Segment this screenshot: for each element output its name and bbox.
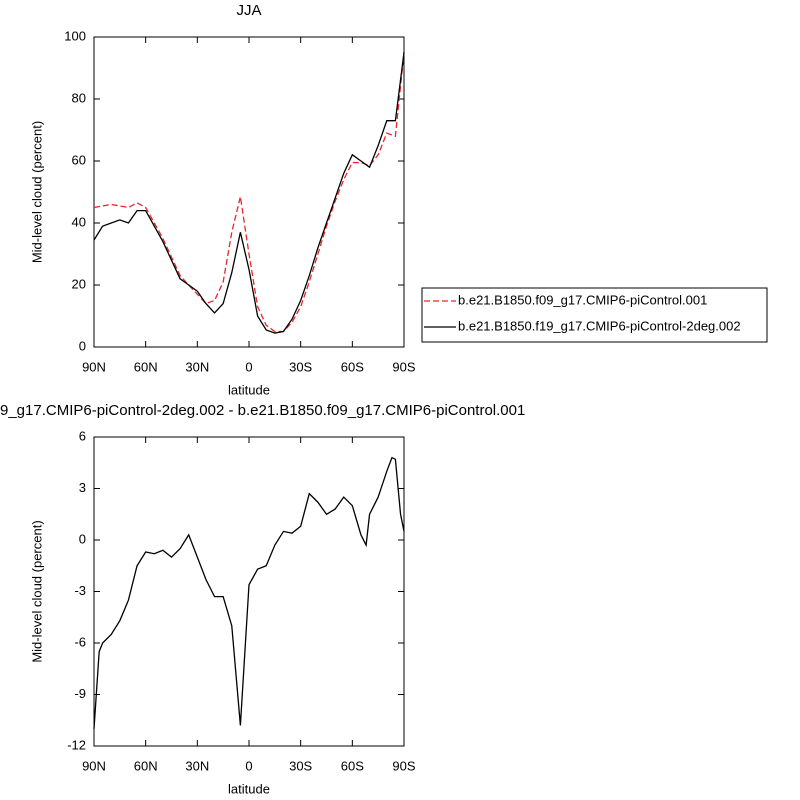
y-axis-label: Mid-level cloud (percent) [29,520,44,662]
x-tick-label: 0 [245,359,252,374]
legend-box [421,287,768,343]
y-tick-label: 3 [79,480,86,495]
y-tick-label: 20 [72,276,86,291]
y-tick-label: 6 [79,428,86,443]
data-line [93,456,405,729]
x-tick-label: 30S [289,758,312,773]
legend-label: b.e21.B1850.f09_g17.CMIP6-piControl.001 [458,292,707,307]
x-tick-label: 60N [134,758,158,773]
y-tick-label: -12 [67,737,86,752]
x-tick-label: 90N [82,758,106,773]
data-line [93,52,405,334]
y-tick-label: 60 [72,152,86,167]
chart-title: 9_g17.CMIP6-piControl-2deg.002 - b.e21.B… [0,402,525,419]
data-line [93,52,405,333]
plot-frame [93,36,405,348]
y-tick-label: 0 [79,531,86,546]
x-tick-label: 60S [341,758,364,773]
x-tick-label: 60S [341,359,364,374]
y-tick-label: 80 [72,90,86,105]
x-tick-label: 90S [392,758,415,773]
legend-label: b.e21.B1850.f19_g17.CMIP6-piControl-2deg… [458,318,741,333]
x-tick-label: 60N [134,359,158,374]
y-tick-label: -3 [74,583,86,598]
y-tick-label: 0 [79,338,86,353]
x-tick-label: 0 [245,758,252,773]
y-tick-label: -9 [74,686,86,701]
legend: b.e21.B1850.f09_g17.CMIP6-piControl.001b… [421,287,768,343]
y-tick-label: 100 [64,28,86,43]
x-tick-label: 30N [185,758,209,773]
x-tick-label: 90N [82,359,106,374]
x-tick-label: 30S [289,359,312,374]
chart-title: JJA [236,2,261,19]
x-axis-label: latitude [228,781,270,796]
y-tick-label: 40 [72,214,86,229]
x-tick-label: 30N [185,359,209,374]
x-tick-label: 90S [392,359,415,374]
y-tick-label: -6 [74,634,86,649]
x-axis-label: latitude [228,382,270,397]
y-axis-label: Mid-level cloud (percent) [29,121,44,263]
